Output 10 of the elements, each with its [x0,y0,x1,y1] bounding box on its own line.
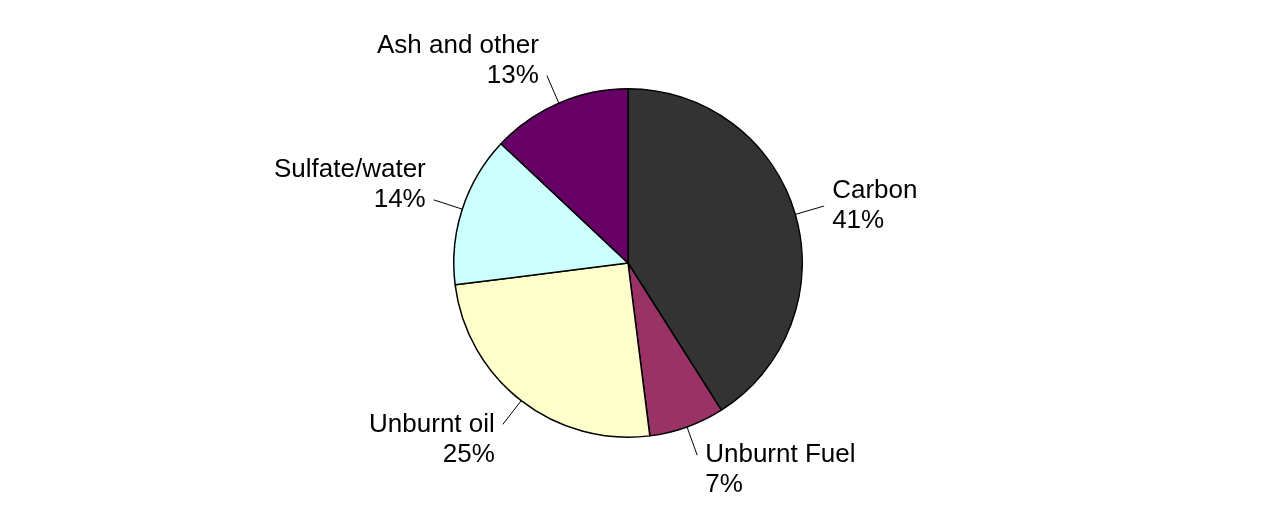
data-label: 14% [373,183,426,214]
slice-label: Unburnt Fuel [705,438,856,469]
slice-label: Ash and other [376,28,540,59]
slice-label: Unburnt oil [369,407,495,438]
data-label: 41% [832,204,885,235]
data-label: 7% [705,468,743,499]
slice-label: Carbon [832,174,918,205]
data-label: 13% [486,58,539,89]
slice-label: Sulfate/water [274,153,427,184]
data-label: 25% [442,437,495,468]
